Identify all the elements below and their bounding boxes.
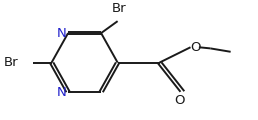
Text: N: N [57,27,67,40]
Text: Br: Br [4,56,19,69]
Text: O: O [190,41,200,54]
Text: Br: Br [111,3,126,15]
Text: N: N [57,86,67,99]
Text: O: O [174,94,184,107]
